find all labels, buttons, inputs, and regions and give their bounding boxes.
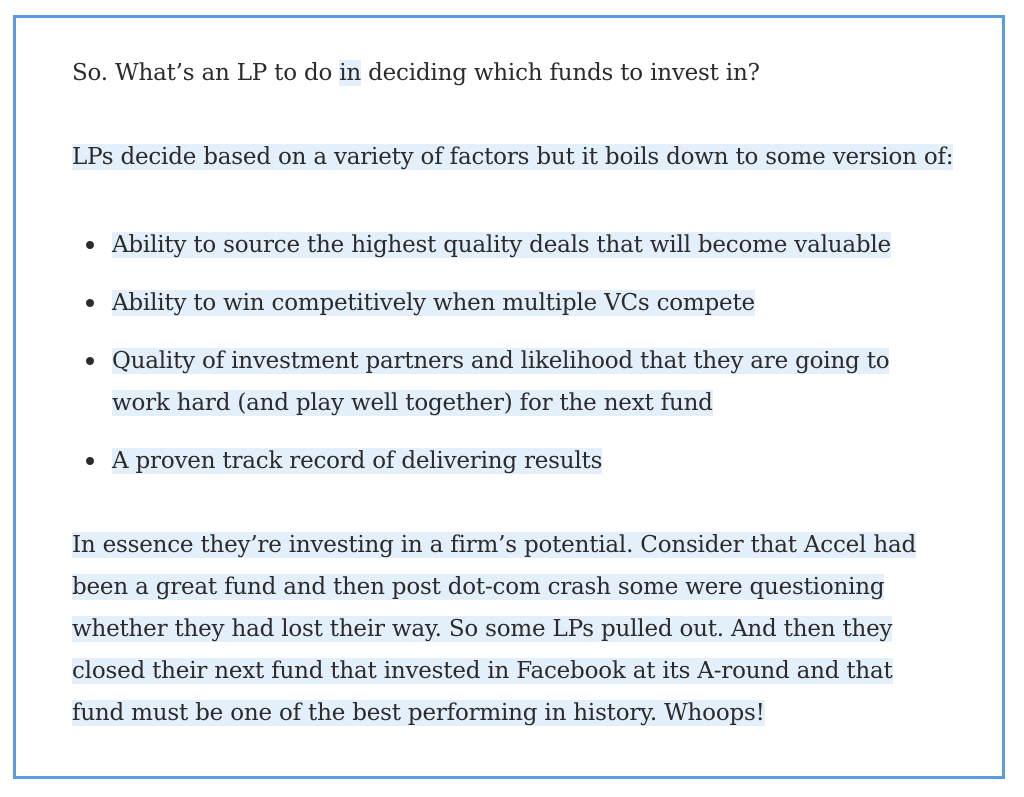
- closing-line: been a great fund and then post dot-com …: [72, 574, 885, 600]
- factors-lead-paragraph: LPs decide based on a variety of factors…: [72, 140, 954, 174]
- intro-highlighted-word: in: [339, 60, 362, 86]
- bullet-dot-icon: [86, 241, 94, 249]
- closing-line: closed their next fund that invested in …: [72, 658, 893, 684]
- bullet-dot-icon: [86, 457, 94, 465]
- closing-line: whether they had lost their way. So some…: [72, 616, 893, 642]
- list-item: A proven track record of delivering resu…: [72, 440, 602, 482]
- screenshot-frame: So. What’s an LP to do in deciding which…: [13, 15, 1005, 779]
- list-item: Quality of investment partners and likel…: [72, 340, 890, 424]
- closing-line: In essence they’re investing in a firm’s…: [72, 532, 916, 558]
- list-item: Ability to win competitively when multip…: [72, 282, 755, 324]
- factors-lead-text: LPs decide based on a variety of factors…: [72, 144, 954, 170]
- list-item-text: work hard (and play well together) for t…: [112, 390, 713, 416]
- list-item-text: Quality of investment partners and likel…: [112, 348, 890, 374]
- intro-text-before: So. What’s an LP to do: [72, 60, 340, 86]
- list-item-text: Ability to source the highest quality de…: [112, 232, 891, 258]
- list-item: Ability to source the highest quality de…: [72, 224, 891, 266]
- closing-paragraph: In essence they’re investing in a firm’s…: [72, 524, 916, 734]
- bullet-dot-icon: [86, 357, 94, 365]
- intro-paragraph: So. What’s an LP to do in deciding which…: [72, 56, 760, 90]
- bullet-dot-icon: [86, 299, 94, 307]
- list-item-text: Ability to win competitively when multip…: [112, 290, 755, 316]
- intro-text-after: deciding which funds to invest in?: [361, 60, 760, 86]
- closing-line: fund must be one of the best performing …: [72, 700, 765, 726]
- list-item-text: A proven track record of delivering resu…: [112, 448, 603, 474]
